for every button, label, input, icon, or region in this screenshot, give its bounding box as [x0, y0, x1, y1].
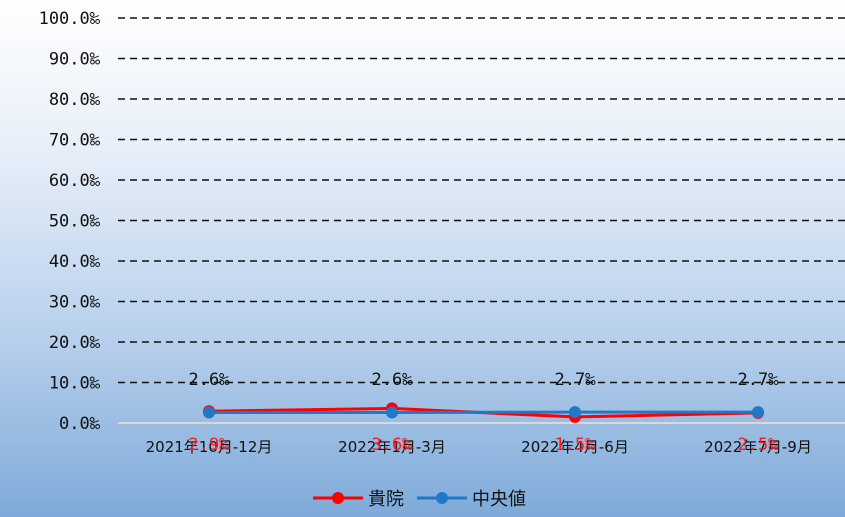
data-label: 3.6‰: [372, 435, 414, 455]
legend-label: 中央値: [472, 489, 526, 510]
x-category-label: 2022年4月-6月: [521, 438, 629, 456]
x-category-label: 2022年1月-3月: [338, 438, 446, 456]
x-category-label: 2021年10月-12月: [146, 438, 273, 456]
data-point: [569, 406, 581, 419]
y-tick-label: 100.0‰: [39, 9, 101, 29]
data-label: 2.5‰: [738, 435, 780, 455]
series-layer: [203, 402, 764, 423]
y-tick-label: 60.0‰: [49, 171, 101, 191]
y-tick-label: 80.0‰: [49, 90, 101, 110]
y-tick-label: 0.0‰: [59, 414, 101, 434]
y-tick-label: 10.0‰: [49, 374, 101, 394]
data-label: 2.7‰: [555, 370, 597, 390]
x-category-label: 2022年7月-9月: [704, 438, 812, 456]
x-axis-category-labels: 2021年10月-12月 2022年1月-3月 2022年4月-6月 2022年7月-…: [146, 438, 812, 456]
data-labels: 2.9‰ 3.6‰ 1.5‰ 2.5‰ 2.6‰ 2.6‰ 2.7‰ 2.7‰: [189, 370, 780, 455]
legend-marker: [436, 492, 448, 504]
data-label: 1.5‰: [555, 435, 597, 455]
data-point: [203, 406, 215, 419]
y-tick-label: 20.0‰: [49, 333, 101, 353]
legend-marker: [332, 492, 344, 504]
legend: 貴院 中央値: [313, 489, 526, 510]
y-tick-label: 50.0‰: [49, 212, 101, 232]
legend-label: 貴院: [368, 489, 404, 510]
y-tick-label: 70.0‰: [49, 131, 101, 151]
y-tick-label: 40.0‰: [49, 252, 101, 272]
data-point: [386, 406, 398, 419]
data-label: 2.6‰: [189, 370, 231, 390]
data-label: 2.9‰: [189, 435, 231, 455]
data-point: [752, 406, 764, 419]
y-axis-tick-labels: 0.0‰ 10.0‰ 20.0‰ 30.0‰ 40.0‰ 50.0‰ 60.0‰ 70.0‰ 8…: [39, 9, 101, 434]
grid-layer: [118, 17, 845, 424]
data-label: 2.7‰: [738, 370, 780, 390]
data-label: 2.6‰: [372, 370, 414, 390]
y-tick-label: 30.0‰: [49, 293, 101, 313]
y-tick-label: 90.0‰: [49, 50, 101, 70]
